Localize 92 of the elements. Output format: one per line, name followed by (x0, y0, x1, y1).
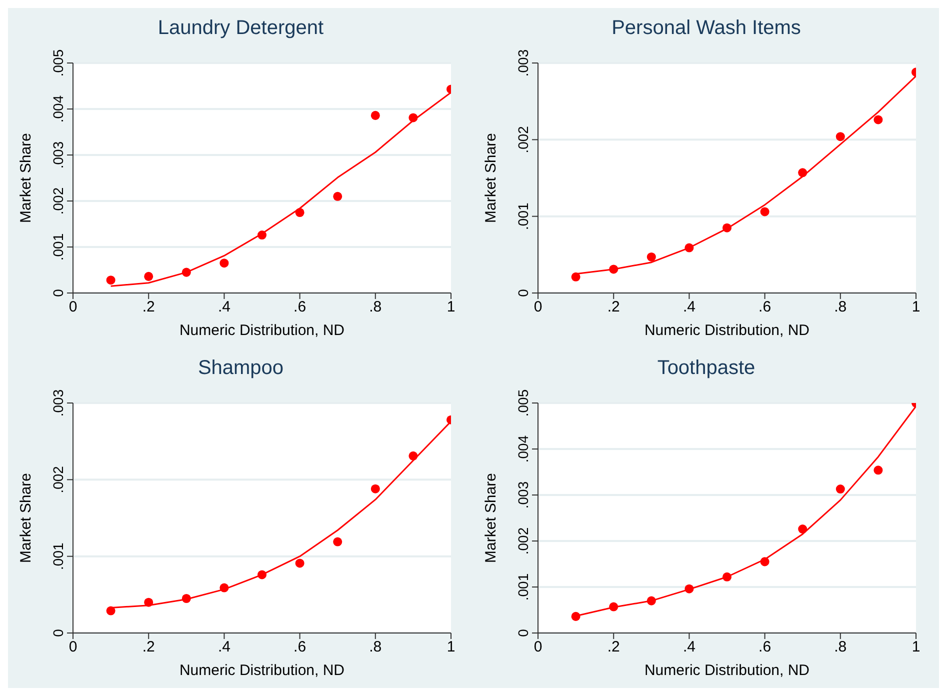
chart-title: Toothpaste (656, 356, 756, 381)
y-tick-label: 0 (515, 628, 532, 637)
y-tick-label: .005 (50, 49, 66, 77)
point (836, 484, 846, 494)
y-tick-label: .004 (515, 435, 532, 463)
point (609, 602, 618, 612)
y-tick-label: .001 (50, 542, 66, 570)
y-tick-label: .001 (515, 573, 532, 601)
x-tick-label: .4 (683, 298, 696, 316)
x-tick-label: .4 (218, 638, 230, 656)
point (408, 113, 418, 122)
x-tick-label: .2 (142, 638, 155, 656)
x-tick-label: 0 (534, 298, 542, 316)
y-tick-label: .003 (515, 481, 532, 509)
x-tick-label: .8 (834, 638, 847, 656)
chart-title: Laundry Detergent (156, 16, 325, 41)
point (219, 583, 228, 592)
x-tick-label: .6 (758, 298, 772, 316)
point (722, 572, 732, 582)
x-axis-title: Numeric Distribution, ND (644, 322, 810, 339)
point (182, 594, 191, 604)
x-tick-label: .2 (608, 298, 620, 316)
x-tick-label: .4 (683, 638, 696, 656)
x-tick-label: 1 (912, 638, 920, 656)
y-tick-label: .001 (50, 233, 66, 261)
point (760, 207, 770, 216)
point (798, 524, 808, 534)
point (647, 596, 656, 606)
point (106, 276, 116, 285)
y-tick-label: .003 (50, 389, 66, 417)
y-tick-label: .005 (515, 389, 532, 417)
x-tick-label: .6 (758, 638, 772, 656)
x-tick-label: .6 (293, 638, 306, 656)
x-axis-title: Numeric Distribution, ND (179, 662, 344, 679)
y-tick-label: .003 (50, 141, 66, 169)
point (874, 466, 883, 475)
x-tick-label: 1 (912, 298, 920, 316)
x-tick-label: 1 (446, 638, 455, 656)
point (295, 558, 304, 568)
y-tick-label: .001 (515, 202, 532, 230)
y-axis-title: Market Share (482, 472, 500, 564)
point (182, 268, 191, 277)
y-tick-label: 0 (515, 288, 532, 297)
x-tick-label: 0 (68, 298, 77, 316)
x-tick-label: 0 (534, 638, 542, 656)
x-tick-label: .4 (218, 298, 230, 316)
x-tick-label: .2 (608, 638, 620, 656)
point (609, 264, 618, 274)
point (647, 252, 656, 262)
point (408, 451, 418, 460)
point (257, 570, 266, 580)
x-tick-label: .8 (368, 298, 382, 316)
y-axis-title: Market Share (17, 132, 34, 224)
point (684, 584, 694, 594)
point (370, 484, 380, 494)
point (572, 272, 581, 282)
point (874, 115, 883, 124)
point (106, 606, 116, 616)
point (722, 223, 732, 232)
point (295, 208, 304, 218)
y-tick-label: .002 (515, 126, 532, 154)
point (572, 612, 581, 621)
point (332, 537, 342, 546)
point (144, 598, 153, 607)
x-axis-title: Numeric Distribution, ND (179, 322, 344, 339)
x-tick-label: .2 (142, 298, 155, 316)
point (760, 557, 770, 566)
x-tick-label: .8 (834, 298, 847, 316)
x-tick-label: .8 (368, 638, 382, 656)
y-axis-title: Market Share (482, 132, 500, 224)
y-tick-label: .002 (50, 187, 66, 215)
point (219, 258, 228, 268)
point (836, 132, 846, 142)
y-tick-label: .004 (50, 95, 66, 123)
x-tick-label: 0 (68, 638, 77, 656)
y-tick-label: 0 (50, 628, 66, 637)
point (332, 192, 342, 201)
x-tick-label: .6 (293, 298, 306, 316)
x-axis-title: Numeric Distribution, ND (644, 662, 810, 679)
point (684, 243, 694, 252)
point (370, 110, 380, 120)
chart-title: Shampoo (196, 356, 285, 381)
y-tick-label: 0 (50, 288, 66, 297)
y-axis-title: Market Share (17, 472, 34, 564)
y-tick-label: .002 (515, 527, 532, 555)
point (144, 272, 153, 281)
y-tick-label: .002 (50, 466, 66, 494)
point (798, 168, 808, 178)
y-tick-label: .003 (515, 49, 532, 77)
x-tick-label: 1 (446, 298, 455, 316)
chart-title: Personal Wash Items (610, 16, 802, 41)
point (257, 230, 266, 240)
